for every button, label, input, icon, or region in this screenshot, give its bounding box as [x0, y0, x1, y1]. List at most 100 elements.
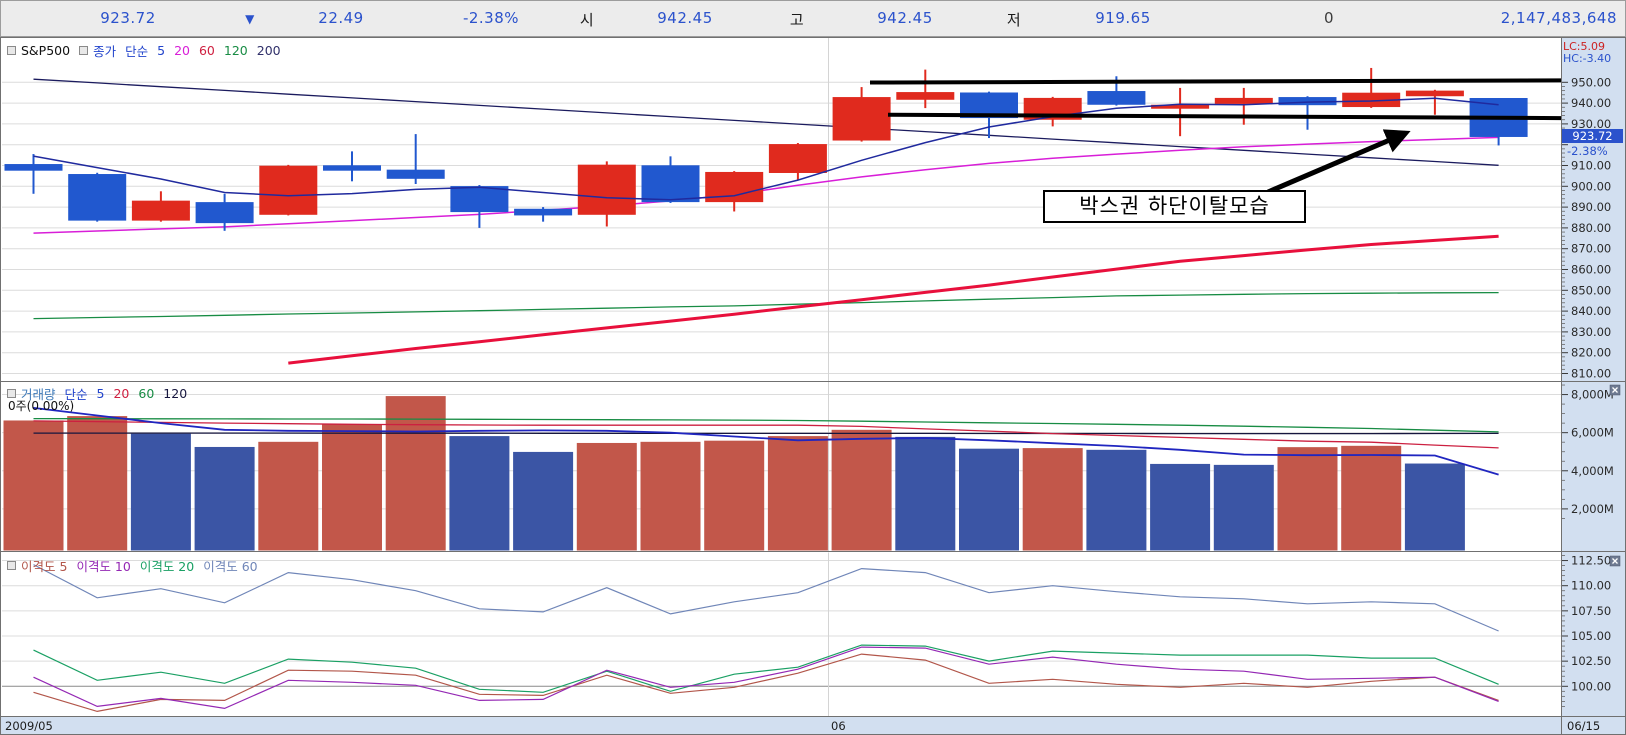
- price-change-pct: -2.38%: [462, 9, 520, 27]
- low-close-gap-label: LC:5.09: [1563, 40, 1606, 53]
- candle: [195, 202, 254, 224]
- legend-ma-period: 60: [198, 43, 215, 58]
- legend-bullet-icon: [79, 46, 89, 55]
- legend-disparity-item: 이격도 20: [139, 559, 195, 574]
- volume-bar: [1404, 463, 1465, 551]
- open-label: 시: [579, 11, 595, 29]
- legend-disparity-item: 이격도 60: [203, 559, 258, 574]
- legend-series-name: S&P500: [21, 43, 71, 58]
- svg-text:100.00: 100.00: [1571, 679, 1611, 693]
- candle: [386, 169, 445, 179]
- svg-text:930.00: 930.00: [1571, 117, 1611, 131]
- volume-bar: [704, 440, 765, 551]
- date-label-start: 2009/05: [5, 719, 53, 733]
- volume-pane: [3, 396, 1499, 551]
- legend-ma-period: 5: [157, 43, 166, 58]
- candle: [1214, 97, 1273, 104]
- chart-canvas: 950.00 940.00 930.00 910.00 900.00 890.00 880.…: [0, 37, 1626, 735]
- svg-text:4,000M: 4,000M: [1571, 464, 1614, 478]
- volume-bar: [1150, 463, 1211, 551]
- box-range-line: [887, 112, 1562, 121]
- price-change: 22.49: [318, 9, 364, 27]
- legend-ma-period: 20: [174, 43, 190, 58]
- candle: [577, 164, 636, 215]
- candle: [768, 144, 827, 173]
- legend-ma-period: 200: [256, 43, 281, 58]
- volume-bar: [831, 429, 892, 551]
- legend-ma-period: 120: [163, 386, 188, 401]
- candle: [832, 97, 891, 141]
- svg-text:840.00: 840.00: [1571, 304, 1611, 318]
- date-label-june: 06: [831, 719, 846, 733]
- trade-amount: 2,147,483,648: [1500, 9, 1617, 27]
- volume-bar: [1022, 448, 1083, 551]
- svg-text:850.00: 850.00: [1571, 283, 1611, 297]
- volume-bar: [67, 416, 128, 551]
- candle: [1278, 97, 1337, 106]
- legend-ma-type: 단순: [64, 387, 88, 402]
- volume-bar: [640, 441, 701, 551]
- low-price: 919.65: [1095, 9, 1151, 27]
- current-pct-tag: -2.38%: [1567, 144, 1608, 158]
- svg-text:870.00: 870.00: [1571, 242, 1611, 256]
- high-price: 942.45: [877, 9, 933, 27]
- svg-text:8,000M: 8,000M: [1571, 388, 1614, 402]
- candle: [1087, 91, 1146, 105]
- disparity-pane: [33, 564, 1499, 713]
- candle: [68, 174, 127, 221]
- volume-bar: [1086, 449, 1147, 551]
- legend-volume-name: 거래량: [21, 387, 56, 402]
- volume-bar: [895, 436, 956, 551]
- legend-ma-period: 20: [113, 386, 130, 401]
- volume-bar: [959, 448, 1019, 551]
- legend-ma-period: 120: [223, 43, 248, 58]
- candle: [323, 165, 381, 171]
- svg-text:910.00: 910.00: [1571, 159, 1611, 173]
- volume-bar: [130, 433, 191, 551]
- candle: [131, 200, 190, 221]
- volume-bar: [1277, 447, 1338, 551]
- volume-current-label: 0주(0.00%): [8, 399, 75, 413]
- high-label: 고: [789, 11, 805, 29]
- candle: [641, 165, 700, 203]
- date-label-end: 06/15: [1567, 719, 1601, 733]
- volume-bar: [3, 420, 64, 551]
- volume-bar: [194, 446, 255, 551]
- date-axis-bar: [0, 717, 1626, 735]
- candle: [4, 164, 63, 171]
- box-breakdown-annotation: 박스권 하단이탈모습: [1043, 190, 1306, 223]
- volume-bar: [449, 436, 510, 551]
- volume-bar: [322, 424, 382, 551]
- close-volume-pane-icon[interactable]: [1609, 384, 1621, 396]
- candle: [259, 165, 318, 215]
- legend-disparity-item: 이격도 5: [21, 559, 68, 574]
- legend-ma-period: 60: [138, 386, 155, 401]
- current-price-tag: 923.72: [1562, 129, 1623, 143]
- price-axis-column: [1561, 37, 1626, 717]
- legend-ma-type: 단순: [125, 44, 149, 59]
- candle: [450, 186, 509, 213]
- annotation-arrow: [1267, 129, 1411, 195]
- candle: [1151, 104, 1210, 109]
- box-range-line: [869, 78, 1562, 85]
- candle: [896, 92, 955, 100]
- svg-text:890.00: 890.00: [1571, 200, 1611, 214]
- close-disparity-pane-icon[interactable]: [1609, 555, 1621, 567]
- legend-disparity-item: 이격도 10: [76, 559, 131, 574]
- volume-bar: [513, 451, 574, 551]
- svg-text:112.50: 112.50: [1571, 554, 1611, 568]
- svg-text:950.00: 950.00: [1571, 75, 1611, 89]
- candles: [4, 67, 1528, 231]
- svg-text:102.50: 102.50: [1571, 654, 1611, 668]
- svg-text:110.00: 110.00: [1571, 579, 1611, 593]
- svg-text:880.00: 880.00: [1571, 221, 1611, 235]
- legend-bullet-icon: [7, 46, 16, 55]
- svg-text:860.00: 860.00: [1571, 263, 1611, 277]
- svg-text:900.00: 900.00: [1571, 179, 1611, 193]
- volume-bar: [385, 396, 446, 551]
- disparity-legend: 이격도 5 이격도 10 이격도 20 이격도 60: [7, 556, 267, 575]
- current-price: 923.72: [100, 9, 156, 27]
- svg-text:2,000M: 2,000M: [1571, 502, 1614, 516]
- svg-text:810.00: 810.00: [1571, 367, 1611, 381]
